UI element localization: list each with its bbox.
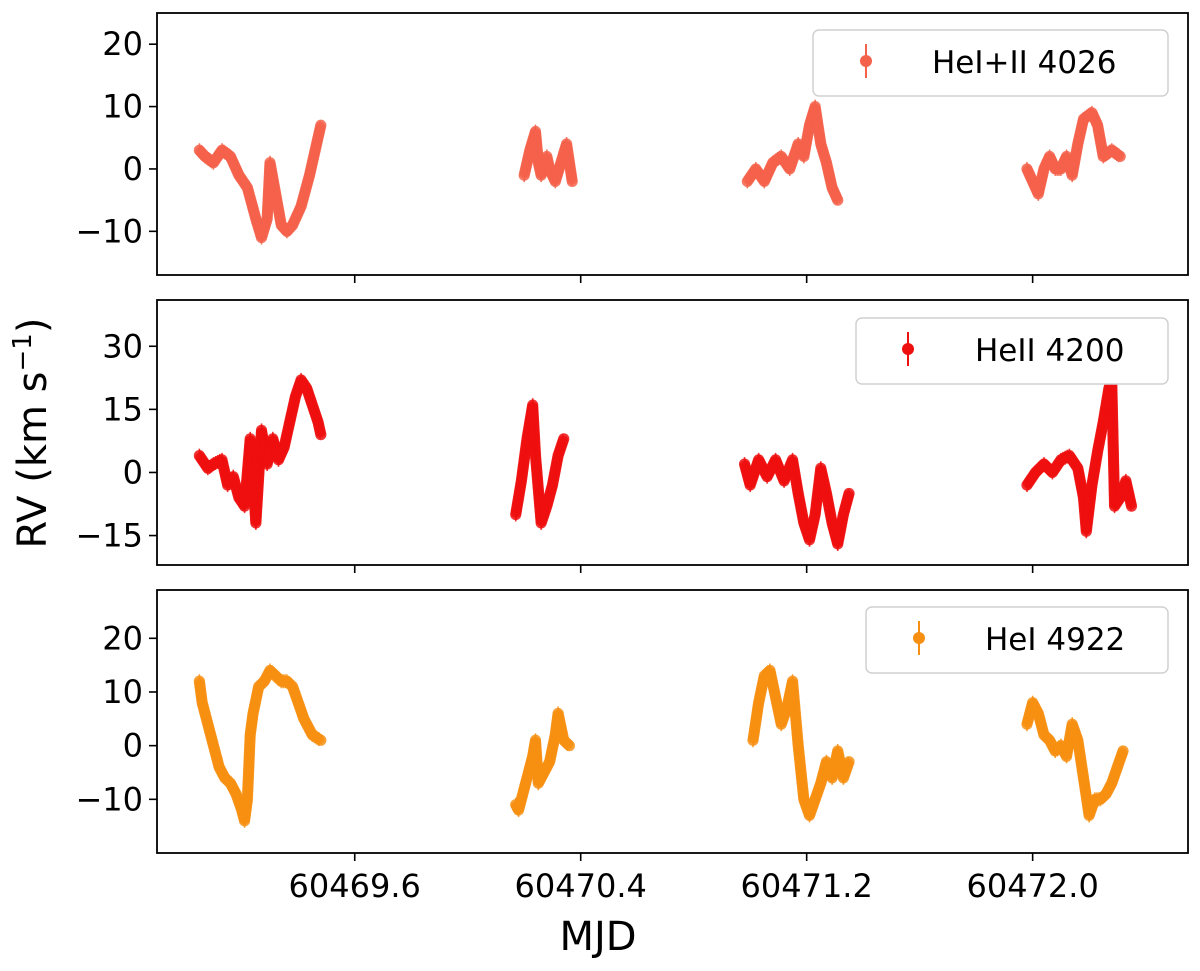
panel-heiii-4026: −10 0 10 20 HeI+II 4026 (75, 12, 1189, 283)
data-point (563, 740, 576, 752)
y-tick-label: 10 (102, 673, 143, 711)
y-tick-label: 0 (123, 150, 143, 188)
y-tick-label: 15 (102, 390, 143, 428)
y-tick-label: 30 (102, 327, 143, 365)
y-tick-label: −15 (75, 517, 143, 555)
legend-point (913, 632, 925, 644)
legend: HeI+II 4026 (812, 29, 1169, 97)
y-axis: −10 0 10 20 (75, 619, 157, 818)
y-axis-label: RV (km s−1) (8, 318, 56, 549)
panel-heii-4200: −15 0 15 30 HeII 4200 (75, 299, 1189, 573)
data-point (315, 734, 327, 746)
legend-box (865, 606, 1169, 674)
x-axis (353, 275, 1034, 283)
x-tick-label: 60471.2 (741, 867, 873, 905)
x-axis-label: MJD (559, 914, 636, 960)
y-axis: −10 0 10 20 (75, 25, 157, 250)
data-point (1117, 745, 1129, 757)
legend-label: HeI+II 4026 (932, 45, 1117, 81)
data-points (193, 99, 1126, 245)
y-tick-label: 20 (102, 619, 143, 657)
y-tick-label: 20 (102, 25, 143, 63)
legend: HeI 4922 (865, 606, 1169, 674)
legend-marker (913, 621, 925, 655)
x-tick-label: 60469.6 (289, 867, 421, 905)
panel-hei-4922: −10 0 10 20 HeI 4922 (75, 589, 1189, 861)
data-point (1125, 500, 1138, 512)
data-point (315, 119, 327, 131)
legend-box (855, 317, 1169, 385)
y-axis-label-exponent: −1 (8, 333, 38, 371)
x-tick-labels: 60469.6 60470.4 60471.2 60472.0 (289, 867, 1099, 905)
panel-frame (156, 12, 1189, 276)
legend: HeII 4200 (855, 317, 1169, 385)
data-point (832, 194, 844, 206)
data-points (193, 372, 1138, 551)
legend-label: HeI 4922 (985, 622, 1125, 658)
panel-frame (156, 589, 1189, 854)
data-point (843, 487, 855, 500)
y-axis: −15 0 15 30 (75, 327, 157, 555)
data-point (558, 433, 570, 445)
panel-frame (156, 299, 1189, 566)
legend-label: HeII 4200 (975, 333, 1124, 369)
data-points (193, 663, 1129, 828)
legend-box (812, 29, 1169, 97)
legend-point (860, 55, 872, 67)
y-tick-label: −10 (75, 212, 143, 250)
x-tick-label: 60472.0 (966, 867, 1098, 905)
x-axis (353, 853, 1034, 861)
data-point (1114, 150, 1126, 163)
x-tick-label: 60470.4 (515, 867, 647, 905)
y-tick-label: 0 (123, 453, 143, 491)
legend-marker (860, 44, 872, 78)
x-axis (353, 565, 1034, 573)
y-axis-label-main: RV (km s (10, 371, 56, 548)
y-tick-label: 0 (123, 727, 143, 765)
data-point (315, 429, 327, 441)
data-point (843, 756, 855, 768)
legend-point (902, 343, 914, 355)
legend-marker (902, 332, 914, 366)
y-axis-label-close: ) (10, 318, 56, 334)
y-tick-label: −10 (75, 780, 143, 818)
data-point (566, 175, 578, 188)
y-tick-label: 10 (102, 88, 143, 126)
